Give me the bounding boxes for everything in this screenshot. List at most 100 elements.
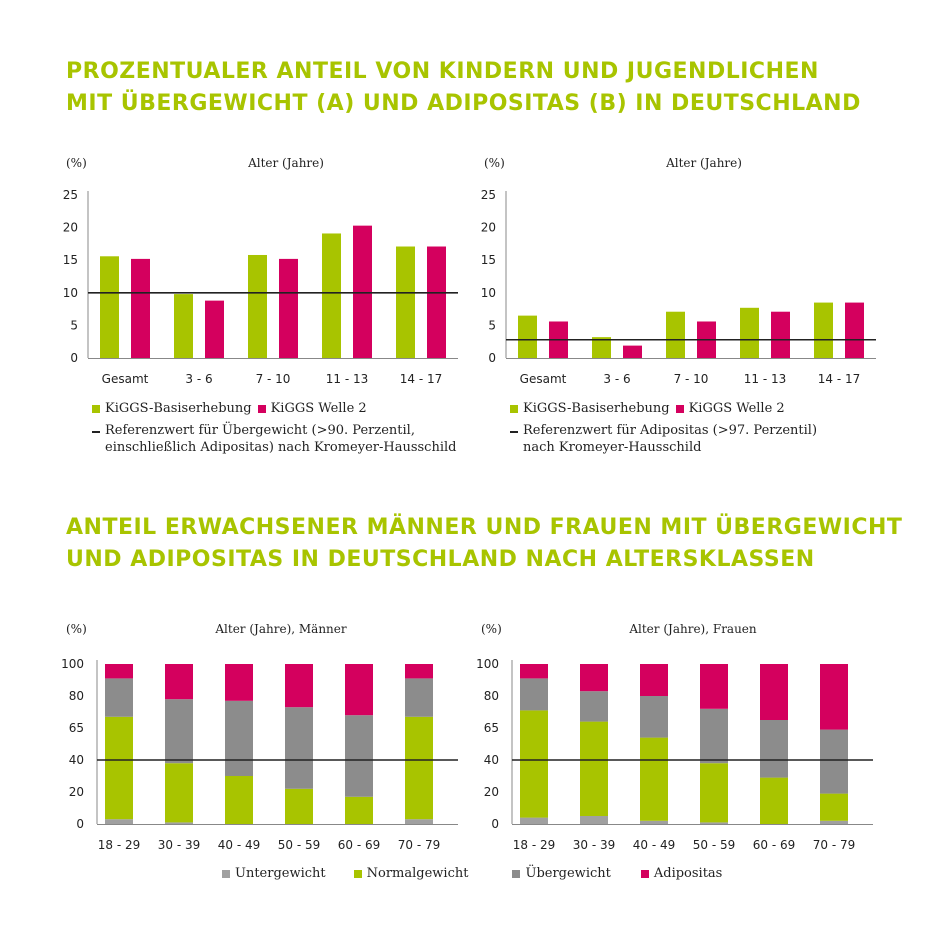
legend-label-under: Untergewicht bbox=[235, 866, 326, 881]
bar-übergewicht-0 bbox=[105, 678, 133, 717]
bar-übergewicht-4 bbox=[345, 715, 373, 797]
bar-adipositas-3 bbox=[700, 664, 728, 709]
legend-chart-b: KiGGS-Basiserhebung KiGGS Welle 2 Refere… bbox=[510, 400, 817, 456]
bar-series1-4 bbox=[396, 246, 415, 358]
bar-adipositas-3 bbox=[285, 664, 313, 708]
y-tick-label: 20 bbox=[484, 785, 499, 799]
chart-title: Alter (Jahre) bbox=[665, 156, 742, 170]
x-category-label: 30 - 39 bbox=[573, 838, 616, 852]
y-tick-label: 65 bbox=[484, 721, 499, 735]
bar-series1-1 bbox=[592, 337, 611, 358]
bar-adipositas-2 bbox=[640, 664, 668, 696]
bar-übergewicht-2 bbox=[640, 696, 668, 738]
y-tick-label: 5 bbox=[70, 318, 78, 332]
bar-adipositas-4 bbox=[760, 664, 788, 720]
bar-untergewicht-2 bbox=[640, 820, 668, 824]
bar-adipositas-1 bbox=[580, 664, 608, 692]
bar-untergewicht-1 bbox=[580, 816, 608, 824]
y-tick-label: 40 bbox=[484, 753, 499, 767]
legend-swatch-basis bbox=[510, 404, 518, 413]
x-category-label: Gesamt bbox=[102, 372, 149, 386]
y-tick-label: 10 bbox=[481, 286, 496, 300]
x-category-label: 40 - 49 bbox=[633, 838, 676, 852]
legend-swatch-welle2 bbox=[675, 404, 684, 413]
legend-reference-line bbox=[510, 430, 518, 433]
x-category-label: Gesamt bbox=[520, 372, 567, 386]
bar-adipositas-5 bbox=[405, 664, 433, 679]
bar-übergewicht-5 bbox=[405, 678, 433, 717]
bar-normalgewicht-0 bbox=[105, 716, 133, 820]
heading-children-line2: mit Übergewicht (A) und Adipositas (B) i… bbox=[66, 91, 861, 116]
legend-chart-a: KiGGS-Basiserhebung KiGGS Welle 2 Refere… bbox=[92, 400, 456, 456]
bar-series1-2 bbox=[666, 311, 685, 358]
bar-normalgewicht-4 bbox=[760, 777, 788, 824]
legend-reference-text-1: Referenzwert für Übergewicht (>90. Perze… bbox=[105, 423, 415, 438]
bar-adipositas-2 bbox=[225, 664, 253, 701]
legend-label-basis: KiGGS-Basiserhebung bbox=[105, 401, 252, 416]
bar-series2-3 bbox=[771, 311, 790, 358]
bar-adipositas-0 bbox=[105, 664, 133, 679]
legend-swatch-obese bbox=[640, 869, 649, 878]
x-category-label: 3 - 6 bbox=[603, 372, 630, 386]
bar-series1-0 bbox=[100, 256, 119, 358]
x-category-label: 14 - 17 bbox=[400, 372, 443, 386]
bar-untergewicht-1 bbox=[165, 822, 193, 824]
y-unit-label: (%) bbox=[484, 156, 505, 170]
legend-reference-text-2: einschließlich Adipositas) nach Kromeyer… bbox=[105, 440, 457, 455]
x-category-label: 60 - 69 bbox=[753, 838, 796, 852]
bar-normalgewicht-3 bbox=[700, 763, 728, 823]
bar-normalgewicht-1 bbox=[165, 763, 193, 823]
chart-title: Alter (Jahre), Männer bbox=[214, 622, 347, 636]
x-category-label: 14 - 17 bbox=[818, 372, 861, 386]
legend-label-over: Übergewicht bbox=[525, 866, 611, 881]
bar-übergewicht-3 bbox=[700, 708, 728, 764]
heading-children: Prozentualer Anteil von Kindern und Juge… bbox=[66, 56, 861, 120]
bar-series1-0 bbox=[518, 315, 537, 358]
bar-übergewicht-5 bbox=[820, 729, 848, 794]
heading-adults-line1: Anteil erwachsener Männer und Frauen mit… bbox=[66, 515, 903, 540]
x-category-label: 3 - 6 bbox=[185, 372, 212, 386]
bar-series1-4 bbox=[814, 302, 833, 358]
y-tick-label: 100 bbox=[476, 657, 499, 671]
x-category-label: 50 - 59 bbox=[278, 838, 321, 852]
bar-übergewicht-1 bbox=[580, 691, 608, 722]
bar-untergewicht-5 bbox=[405, 819, 433, 824]
x-category-label: 7 - 10 bbox=[674, 372, 709, 386]
y-tick-label: 20 bbox=[481, 221, 496, 235]
legend-swatch-normal bbox=[353, 869, 362, 878]
y-tick-label: 80 bbox=[69, 689, 84, 703]
legend-swatch-over bbox=[512, 869, 521, 878]
x-category-label: 11 - 13 bbox=[326, 372, 369, 386]
chart-title: Alter (Jahre) bbox=[247, 156, 324, 170]
bar-übergewicht-1 bbox=[165, 699, 193, 764]
legend-label-normal: Normalgewicht bbox=[366, 866, 469, 881]
bar-normalgewicht-5 bbox=[405, 716, 433, 820]
heading-adults-line2: und Adipositas in Deutschland nach Alter… bbox=[66, 547, 815, 572]
bar-series2-4 bbox=[427, 246, 446, 358]
y-tick-label: 20 bbox=[63, 221, 78, 235]
bar-untergewicht-3 bbox=[700, 822, 728, 824]
legend-reference-line bbox=[92, 430, 100, 433]
bar-series2-1 bbox=[623, 345, 642, 358]
legend-swatch-under bbox=[222, 869, 230, 878]
bar-series1-3 bbox=[740, 307, 759, 358]
bar-übergewicht-0 bbox=[520, 678, 548, 711]
x-category-label: 70 - 79 bbox=[813, 838, 856, 852]
heading-children-line1: Prozentualer Anteil von Kindern und Juge… bbox=[66, 59, 819, 84]
x-category-label: 40 - 49 bbox=[218, 838, 261, 852]
bar-untergewicht-0 bbox=[520, 817, 548, 824]
bar-untergewicht-0 bbox=[105, 819, 133, 824]
x-category-label: 50 - 59 bbox=[693, 838, 736, 852]
y-tick-label: 15 bbox=[63, 253, 78, 267]
legend-label-welle2: KiGGS Welle 2 bbox=[688, 401, 785, 416]
y-tick-label: 80 bbox=[484, 689, 499, 703]
x-category-label: 11 - 13 bbox=[744, 372, 787, 386]
bar-normalgewicht-0 bbox=[520, 710, 548, 818]
bar-normalgewicht-1 bbox=[580, 721, 608, 816]
y-tick-label: 0 bbox=[488, 351, 496, 365]
bar-normalgewicht-2 bbox=[225, 776, 253, 824]
legend-reference-text-2: nach Kromeyer-Hausschild bbox=[523, 440, 702, 455]
